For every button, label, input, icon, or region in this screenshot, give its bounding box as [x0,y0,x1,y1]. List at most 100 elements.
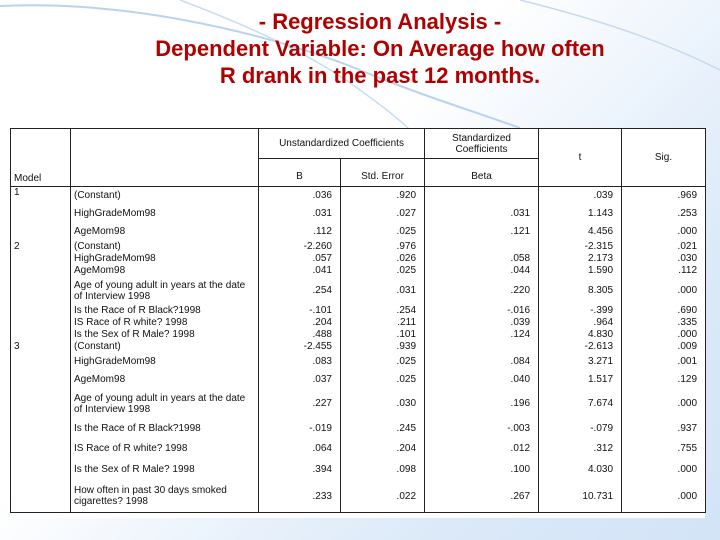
b-cell: .227 [258,388,341,419]
model-cell [10,328,71,341]
t-cell: 1.143 [538,204,623,223]
b-cell: .233 [258,480,341,513]
std-error-cell: .025 [339,352,426,371]
table-row: HighGradeMom98.031.027.031 1.143.253 [10,204,707,223]
table-row: Is the Sex of R Male? 1998.394.098.100 4.… [10,458,707,481]
header-b: B [258,158,341,187]
b-cell: -.101 [258,304,341,317]
std-error-cell: .254 [339,304,426,317]
sig-cell: .969 [621,186,707,205]
t-cell: 8.305 [538,276,623,305]
b-cell: .037 [258,370,341,389]
coefficients-table: Model Unstandardized Coefficients Standa… [10,128,707,513]
header-unstandardized: Unstandardized Coefficients [257,128,426,159]
sig-cell: .129 [621,370,707,389]
variable-cell: Is the Sex of R Male? 1998 [70,328,259,341]
model-cell: 1 [10,186,71,205]
table-row: IS Race of R white? 1998.204.211.039.964… [10,316,707,329]
std-error-cell: .027 [339,204,426,223]
model-cell [10,438,71,459]
model-cell [10,370,71,389]
model-cell [10,204,71,223]
model-cell: 2 [10,240,71,253]
title-line-2: Dependent Variable: On Average how often [155,36,605,61]
t-cell: 10.731 [538,480,623,513]
sig-cell: .021 [621,240,707,253]
sig-cell: .755 [621,438,707,459]
t-cell: 1.590 [538,264,623,277]
std-error-cell: .030 [339,388,426,419]
std-error-cell: .025 [339,370,426,389]
model-cell: 3 [10,340,71,353]
b-cell: .112 [258,222,341,241]
variable-cell: Age of young adult in years at the date … [70,388,259,419]
table-row: Age of young adult in years at the date … [10,276,707,305]
table-row: AgeMom98.037.025.040 1.517.129 [10,370,707,389]
t-cell: 1.517 [538,370,623,389]
std-error-cell: .211 [339,316,426,329]
b-cell: -2.260 [258,240,341,253]
sig-cell: .690 [621,304,707,317]
beta-cell [424,240,540,253]
b-cell: .031 [258,204,341,223]
beta-cell: .058 [424,252,540,265]
table-row: HighGradeMom98.083.025.084 3.271.001 [10,352,707,371]
b-cell: .041 [258,264,341,277]
header-beta: Beta [424,158,540,187]
b-cell: .057 [258,252,341,265]
t-cell: 2.173 [538,252,623,265]
sig-cell: .000 [621,276,707,305]
table-row: Is the Race of R Black?1998 -.019.245 -.00… [10,418,707,439]
sig-cell: .000 [621,388,707,419]
variable-cell: IS Race of R white? 1998 [70,438,259,459]
beta-cell: .012 [424,438,540,459]
variable-cell: Is the Race of R Black?1998 [70,418,259,439]
sig-cell: .000 [621,328,707,341]
slide-title: - Regression Analysis - Dependent Variab… [60,8,700,89]
b-cell: .394 [258,458,341,481]
model-cell [10,276,71,305]
t-cell: -2.315 [538,240,623,253]
t-cell: .312 [538,438,623,459]
title-line-3: R drank in the past 12 months. [219,63,541,88]
variable-cell: IS Race of R white? 1998 [70,316,259,329]
std-error-cell: .025 [339,222,426,241]
sig-cell: .937 [621,418,707,439]
t-cell: -2.613 [538,340,623,353]
sig-cell: .253 [621,204,707,223]
variable-cell: (Constant) [70,186,259,205]
model-cell [10,304,71,317]
variable-cell: (Constant) [70,240,259,253]
b-cell: .204 [258,316,341,329]
decorative-curves [0,0,720,130]
variable-cell: HighGradeMom98 [70,352,259,371]
model-cell [10,264,71,277]
beta-cell: -.003 [424,418,540,439]
variable-cell: AgeMom98 [70,370,259,389]
header-standardized: Standardized Coefficients [424,128,540,159]
table-row: IS Race of R white? 1998.064.204.012.312… [10,438,707,459]
model-cell [10,418,71,439]
beta-cell: .031 [424,204,540,223]
std-error-cell: .026 [339,252,426,265]
table-row: AgeMom98.112.025.121 4.456.000 [10,222,707,241]
t-cell: 3.271 [538,352,623,371]
table-row: How often in past 30 days smoked cigaret… [10,480,707,513]
t-cell: -.079 [538,418,623,439]
header-variable [70,128,259,187]
beta-cell: .267 [424,480,540,513]
t-cell: 4.456 [538,222,623,241]
variable-cell: AgeMom98 [70,222,259,241]
table-row: Age of young adult in years at the date … [10,388,707,419]
variable-cell: Age of young adult in years at the date … [70,276,259,305]
variable-cell: How often in past 30 days smoked cigaret… [70,480,259,513]
b-cell: -2.455 [258,340,341,353]
header-t: t [538,128,623,187]
table-row: Is the Sex of R Male? 1998.488.101.124 4.… [10,328,707,341]
model-cell [10,222,71,241]
beta-cell [424,186,540,205]
sig-cell: .001 [621,352,707,371]
t-cell: 4.830 [538,328,623,341]
sig-cell: .000 [621,458,707,481]
table-row: Is the Race of R Black?1998 -.101.254 -.01… [10,304,707,317]
